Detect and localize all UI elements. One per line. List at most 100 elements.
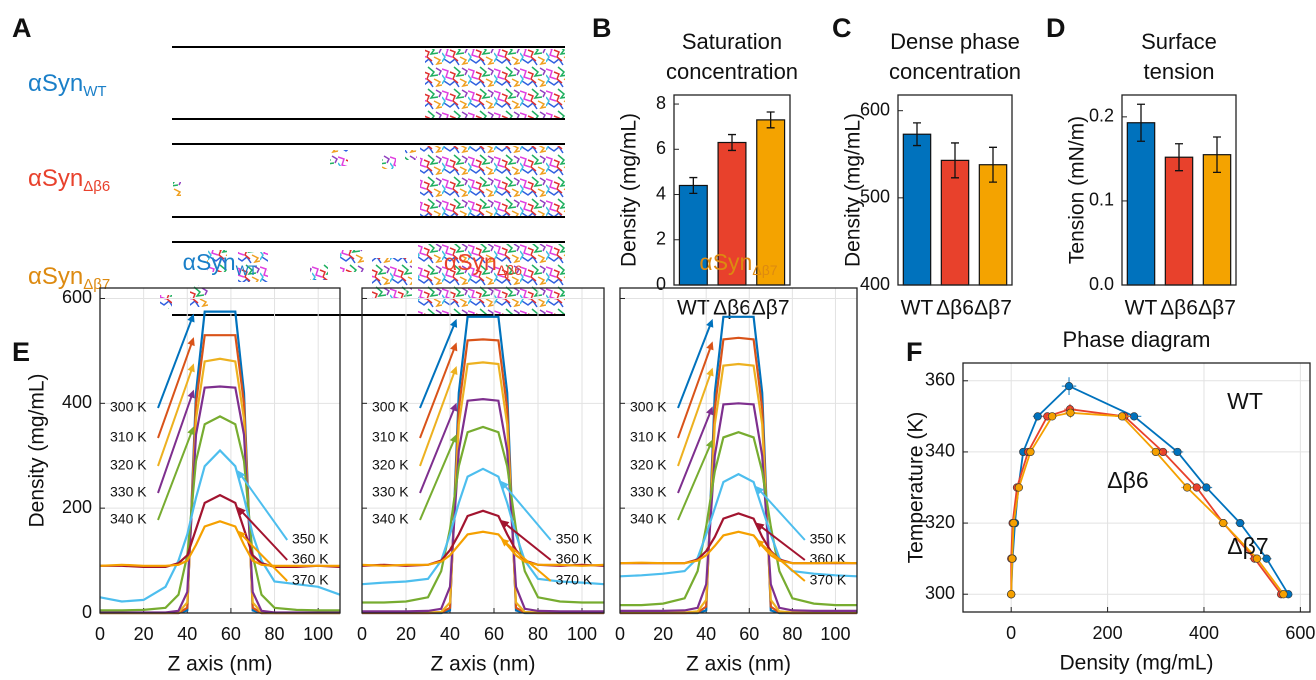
series-line — [100, 493, 341, 568]
plot-frame — [673, 94, 791, 286]
x-tick-label: 0 — [615, 624, 625, 644]
label-arrowhead — [449, 402, 458, 412]
point — [1173, 447, 1182, 457]
error-bar — [1175, 143, 1183, 172]
y-tick-label: 0 — [656, 274, 666, 294]
chart: Phase diagram 300 320 340 360 0 200 400 600 Tempe… — [905, 327, 1316, 675]
point — [1007, 590, 1016, 599]
text-subscript: Δβ6 — [497, 262, 522, 278]
chart-title: Phase diagram — [1063, 327, 1211, 352]
y-axis-label: Tension (mN/m) — [1066, 116, 1089, 264]
label-arrow — [504, 541, 552, 582]
series-label: 300 K — [372, 399, 409, 415]
point — [1009, 518, 1018, 528]
chart-title: concentration — [889, 59, 1021, 84]
label-arrow — [677, 324, 712, 409]
point — [1202, 483, 1211, 492]
label-arrow — [504, 522, 552, 561]
panel-letter: C — [832, 13, 852, 43]
label-arrow — [419, 407, 456, 494]
point — [1064, 382, 1074, 391]
chart-title: tension — [1144, 59, 1215, 84]
series-label: 320 K — [110, 457, 147, 473]
bar — [940, 159, 970, 286]
label-arrowhead — [187, 337, 195, 347]
text-subscript: Δβ7 — [752, 262, 777, 278]
snapshots — [172, 46, 565, 316]
condensates — [160, 49, 565, 314]
series-line — [362, 397, 604, 613]
label-arrow — [503, 484, 552, 541]
point — [1151, 447, 1160, 457]
label-arrow — [419, 371, 456, 467]
series-label: 310 K — [372, 429, 409, 445]
series-label: 370 K — [810, 572, 847, 588]
point — [1192, 483, 1201, 492]
x-axis-label: Z axis (nm) — [431, 653, 536, 676]
y-tick-label: 0.0 — [1089, 274, 1114, 294]
text-subscript: WT — [236, 262, 258, 278]
dense-phase — [425, 49, 565, 118]
series-label: 340 K — [110, 511, 147, 527]
series-label: 350 K — [292, 531, 329, 547]
label-arrowhead — [187, 426, 195, 436]
x-tick-label: 200 — [1093, 623, 1123, 643]
x-tick-label: 40 — [440, 624, 460, 644]
text-main: αSyn — [444, 249, 497, 275]
label-arrow — [677, 372, 712, 467]
x-tick-label: 600 — [1285, 623, 1315, 643]
x-tick-label: 40 — [177, 624, 197, 644]
series-label: 310 K — [630, 429, 667, 445]
series-line — [362, 425, 604, 604]
cluster — [190, 285, 208, 307]
chart: 0 200 400 600 0 20 40 60 80 100 Density (mg/mL) Z a… — [26, 287, 341, 676]
x-tick-label: 100 — [820, 624, 850, 644]
series-label: Δβ7 — [1227, 533, 1268, 559]
point — [1219, 518, 1228, 528]
label-arrow — [677, 411, 712, 494]
x-tick-label: Δβ7 — [974, 297, 1012, 320]
label-arrowhead — [237, 470, 246, 480]
point — [1026, 447, 1035, 457]
y-tick-label: 4 — [656, 183, 666, 203]
cluster — [340, 250, 364, 272]
chart-title: αSynΔβ7 — [699, 249, 777, 278]
error-bar — [951, 142, 959, 179]
panel-letter: A — [12, 13, 32, 43]
y-tick-label: 400 — [860, 274, 890, 294]
label-arrow — [157, 368, 193, 467]
error-bar — [1213, 136, 1221, 173]
error-bar — [913, 122, 921, 147]
point — [1183, 483, 1192, 492]
plot-frame — [1121, 94, 1237, 286]
series-label: 300 K — [630, 399, 667, 415]
x-tick-label: 60 — [484, 624, 504, 644]
point — [1252, 554, 1262, 563]
cluster — [405, 150, 417, 160]
y-axis-label: Temperature (K) — [905, 412, 928, 564]
y-axis-label: Density (mg/mL) — [618, 113, 641, 267]
label-arrow — [759, 489, 806, 541]
bar — [1126, 122, 1156, 286]
label-arrowhead — [237, 506, 246, 516]
series-label: Δβ6 — [1107, 467, 1148, 493]
x-tick-label: 40 — [696, 624, 716, 644]
x-tick-label: 100 — [567, 624, 597, 644]
label-arrowhead — [450, 366, 458, 375]
series-line — [1010, 408, 1282, 595]
cluster — [173, 182, 181, 196]
x-tick-label: Δβ6 — [1160, 297, 1198, 320]
label-arrowhead — [706, 367, 714, 377]
point — [1048, 412, 1057, 421]
y-tick-label: 8 — [656, 93, 666, 113]
y-tick-label: 600 — [860, 99, 890, 119]
chart-title: concentration — [666, 59, 798, 84]
label-arrow — [157, 431, 193, 521]
point — [1279, 590, 1288, 599]
series-label: 330 K — [372, 484, 409, 500]
bar — [902, 133, 932, 286]
text-main: αSyn — [28, 263, 83, 290]
x-tick-label: 100 — [303, 624, 333, 644]
cluster — [207, 250, 227, 272]
x-axis-label: Z axis (nm) — [168, 653, 273, 676]
